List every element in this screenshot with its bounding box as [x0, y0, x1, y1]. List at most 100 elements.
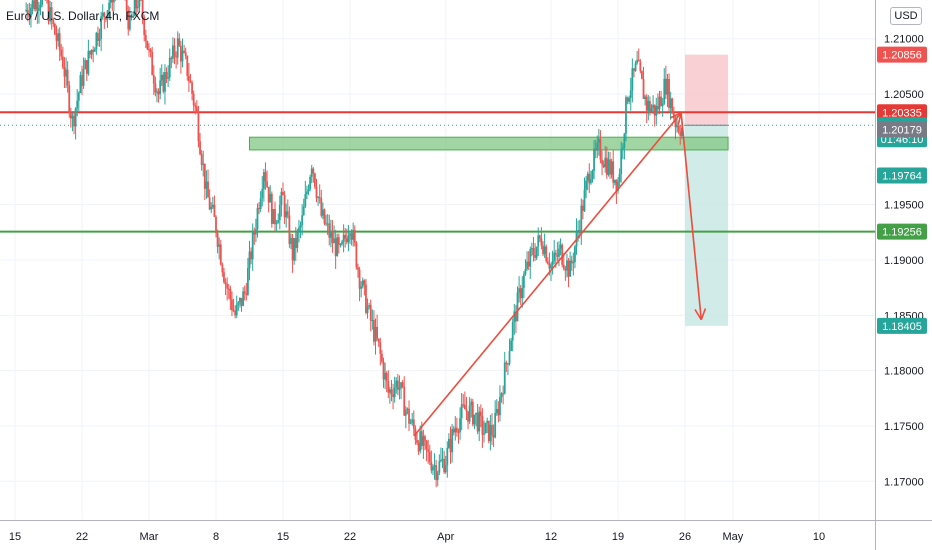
candle-down	[401, 382, 404, 387]
candle-up	[108, 2, 111, 11]
candle-up	[156, 91, 158, 93]
candle-down	[68, 85, 71, 114]
candle-down	[365, 284, 367, 313]
candle-up	[38, 7, 40, 11]
price-tags: 1.208561.203351.2021801:46:101.201791.19…	[877, 46, 927, 334]
candle-up	[436, 472, 439, 480]
candle-up	[109, 0, 112, 3]
candle-down	[412, 419, 415, 429]
candle-down	[148, 49, 150, 51]
candle-down	[369, 305, 372, 321]
candle-up	[631, 68, 634, 91]
candle-down	[283, 195, 286, 218]
candle-down	[609, 159, 611, 175]
candle-down	[264, 172, 267, 182]
candle-down	[266, 181, 268, 187]
candle-up	[202, 163, 205, 165]
candle-up	[136, 6, 139, 9]
candle-up	[508, 351, 511, 364]
candle-down	[570, 260, 573, 264]
candle-up	[388, 389, 391, 393]
candle-up	[495, 408, 498, 413]
candle-down	[151, 52, 154, 75]
candle-up	[210, 207, 213, 210]
candle-down	[390, 389, 393, 395]
y-tick-label: 1.17000	[884, 476, 924, 488]
candle-up	[470, 401, 473, 406]
candle-up	[524, 268, 527, 275]
candle-down	[677, 125, 680, 132]
candle-down	[548, 263, 551, 269]
x-tick-label: 15	[9, 531, 21, 543]
candle-down	[173, 45, 176, 57]
candle-down	[337, 237, 340, 245]
candle-down	[180, 45, 182, 62]
candle-up	[261, 189, 264, 199]
candle-up	[90, 50, 93, 55]
candle-up	[644, 96, 647, 99]
candle-up	[676, 125, 678, 128]
candle-up	[400, 382, 402, 388]
candle-down	[243, 291, 246, 294]
price-tag-1.19764	[877, 167, 927, 184]
price-tag-label: 1.20335	[882, 107, 922, 119]
candle-down	[519, 288, 522, 299]
candle-up	[275, 223, 278, 225]
candle-down	[135, 0, 138, 9]
candle-up	[77, 92, 80, 101]
y-tick-label: 1.19500	[884, 200, 924, 212]
candle-up	[302, 206, 305, 216]
candle-up	[341, 241, 343, 245]
candle-up	[280, 191, 283, 205]
candle-up	[79, 75, 82, 93]
candle-up	[569, 260, 572, 277]
candle-down	[97, 32, 99, 41]
candle-down	[642, 78, 645, 99]
candle-down	[184, 52, 187, 57]
candle-down	[141, 0, 144, 17]
candle-up	[247, 268, 249, 295]
x-tick-label: Apr	[437, 531, 454, 543]
candle-up	[597, 138, 600, 143]
candle-down	[314, 173, 316, 187]
candle-up	[132, 15, 134, 18]
candle-down	[578, 230, 581, 234]
candle-up	[494, 412, 497, 438]
candle-up	[133, 0, 136, 16]
candle-down	[175, 56, 178, 58]
currency-button[interactable]: USD	[890, 7, 922, 25]
candle-up	[513, 311, 516, 323]
x-tick-label: Mar	[140, 531, 159, 543]
candle-down	[213, 204, 216, 217]
candle-up	[543, 246, 546, 255]
candle-down	[197, 112, 200, 142]
candle-down	[671, 98, 674, 114]
candle-up	[113, 0, 115, 3]
y-tick-label: 1.21000	[884, 34, 924, 46]
candle-up	[325, 223, 327, 225]
price-tag-label: 1.20179	[882, 125, 922, 137]
candle-up	[500, 393, 503, 398]
candle-down	[52, 19, 55, 24]
x-tick-label: 10	[813, 531, 825, 543]
candle-down	[58, 33, 61, 50]
candle-up	[211, 204, 214, 208]
candle-up	[468, 405, 471, 422]
candle-down	[232, 310, 235, 312]
candle-up	[460, 404, 463, 419]
candle-up	[272, 209, 275, 224]
candle-down	[286, 211, 289, 216]
candle-up	[352, 229, 355, 240]
candle-up	[333, 238, 335, 244]
candle-up	[559, 244, 562, 249]
candle-up	[93, 49, 96, 52]
candle-up	[95, 32, 98, 50]
candle-up	[128, 15, 131, 30]
candle-up	[432, 466, 434, 471]
candle-down	[376, 326, 379, 339]
candle-up	[680, 128, 683, 136]
candle-down	[125, 0, 128, 11]
candle-up	[181, 50, 184, 62]
